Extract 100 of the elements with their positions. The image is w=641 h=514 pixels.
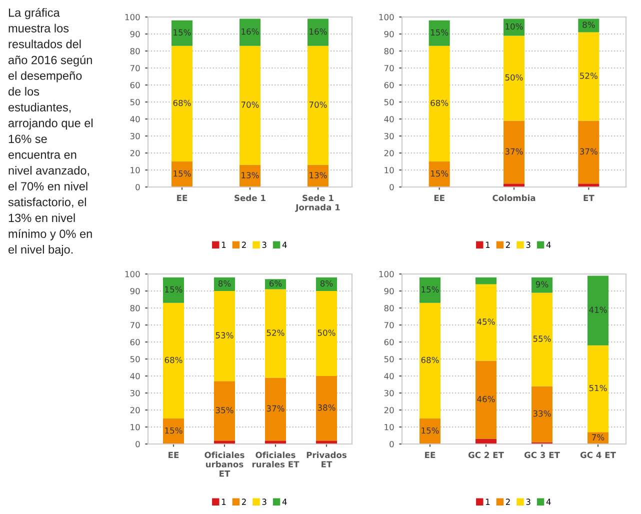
y-tick-label: 10	[130, 166, 140, 174]
bar	[578, 32, 600, 121]
y-tick-label: 50	[130, 98, 140, 106]
y-tick-label: 60	[130, 82, 140, 88]
data-label: 53%	[216, 332, 234, 338]
bar	[240, 164, 260, 187]
bar	[504, 120, 524, 184]
data-label: 7%	[592, 434, 604, 440]
x-tick-label: Sede 1	[234, 194, 266, 202]
legend-label: 1	[486, 498, 490, 505]
y-tick-label: 40	[384, 116, 394, 122]
data-label: 70%	[309, 102, 327, 108]
legend-label: 1	[222, 242, 226, 248]
y-tick-label: 20	[130, 150, 140, 156]
data-label: 13%	[242, 172, 259, 178]
legend-label: 4	[546, 242, 551, 248]
bar	[240, 46, 260, 165]
y-tick-label: 80	[384, 48, 394, 54]
data-label: 35%	[216, 406, 234, 414]
y-tick-label: 100	[125, 270, 140, 278]
data-label: 15%	[165, 286, 182, 293]
bar	[240, 18, 260, 46]
data-label: 37%	[266, 405, 284, 412]
bar	[476, 277, 496, 284]
data-label: 51%	[589, 384, 607, 392]
data-label: 55%	[533, 336, 551, 342]
y-tick-label: 10	[384, 166, 394, 174]
y-tick-label: 90	[130, 288, 140, 294]
data-label: 70%	[241, 102, 259, 108]
x-tick-label: GC 3 ET	[524, 452, 560, 458]
x-tick-label: Oficiales urbanos ET	[204, 452, 244, 477]
data-label: 52%	[266, 330, 284, 336]
legend-label: 3	[262, 242, 266, 248]
x-tick-label: Sede 1 Jornada 1	[295, 194, 340, 212]
data-label: 15%	[430, 29, 448, 36]
y-tick-label: 60	[130, 338, 140, 346]
bar	[420, 302, 440, 418]
y-tick-label: 60	[384, 338, 394, 346]
bar	[476, 360, 496, 439]
y-tick-label: 100	[379, 14, 394, 20]
bar	[308, 46, 328, 165]
data-label: 68%	[430, 100, 448, 106]
bar	[214, 277, 235, 291]
y-tick-label: 20	[384, 406, 394, 414]
legend-label: 4	[282, 498, 287, 505]
y-tick-label: 0	[136, 184, 140, 190]
bar	[532, 277, 552, 293]
data-label: 6%	[269, 280, 282, 287]
x-tick-label: EE	[168, 452, 179, 458]
bar	[316, 376, 337, 441]
bar	[214, 291, 235, 382]
bar	[578, 18, 600, 32]
legend-label: 4	[282, 242, 287, 248]
data-label: 46%	[477, 396, 495, 402]
data-label: 8%	[582, 22, 595, 28]
bar	[504, 36, 524, 121]
bar	[163, 277, 184, 303]
bar	[428, 162, 450, 187]
y-tick-label: 0	[136, 440, 140, 448]
bar	[308, 18, 328, 46]
y-tick-label: 10	[384, 424, 394, 430]
bar	[265, 279, 286, 290]
legend-label: 3	[262, 498, 266, 505]
y-tick-label: 70	[130, 64, 140, 72]
bar	[214, 381, 235, 441]
legend-label: 2	[506, 498, 510, 505]
y-tick-label: 80	[130, 48, 140, 54]
bar	[316, 277, 337, 291]
bar	[428, 46, 450, 162]
data-label: 68%	[164, 356, 182, 364]
data-label: 15%	[165, 427, 182, 434]
y-tick-label: 100	[125, 14, 140, 20]
data-label: 15%	[422, 427, 439, 434]
y-tick-label: 40	[384, 372, 394, 380]
x-tick-label: ET	[584, 194, 594, 201]
y-tick-label: 100	[379, 270, 394, 278]
bar	[420, 277, 440, 303]
data-label: 15%	[422, 286, 439, 293]
data-label: 50%	[318, 330, 336, 336]
legend-label: 3	[526, 498, 530, 505]
x-tick-label: EE	[177, 194, 188, 201]
bar	[504, 18, 524, 36]
legend-label: 1	[222, 498, 226, 505]
data-label: 50%	[505, 74, 523, 81]
data-label: 37%	[505, 148, 523, 155]
data-label: 13%	[310, 172, 327, 178]
y-tick-label: 90	[384, 30, 394, 38]
data-label: 37%	[580, 148, 598, 155]
data-label: 16%	[242, 28, 259, 35]
y-tick-label: 50	[384, 98, 394, 106]
x-tick-label: Oficiales rurales ET	[252, 452, 300, 468]
x-tick-label: Colombia	[492, 194, 536, 202]
y-tick-label: 70	[384, 64, 394, 72]
data-label: 68%	[421, 356, 439, 364]
y-tick-label: 30	[130, 132, 140, 140]
y-tick-label: 10	[130, 424, 140, 430]
text: La gráfica muestra los resultados del año 2016 según el desempeño de los estudiantes, arrojando que el 16% se encuentra en nivel avanzado, el 70% en nivel satisfactorio, el 13% en nivel mínimo y 0% en el nivel bajo.	[8, 8, 93, 256]
legend-label: 4	[546, 498, 551, 505]
bar	[172, 162, 192, 187]
y-tick-label: 30	[384, 390, 394, 396]
